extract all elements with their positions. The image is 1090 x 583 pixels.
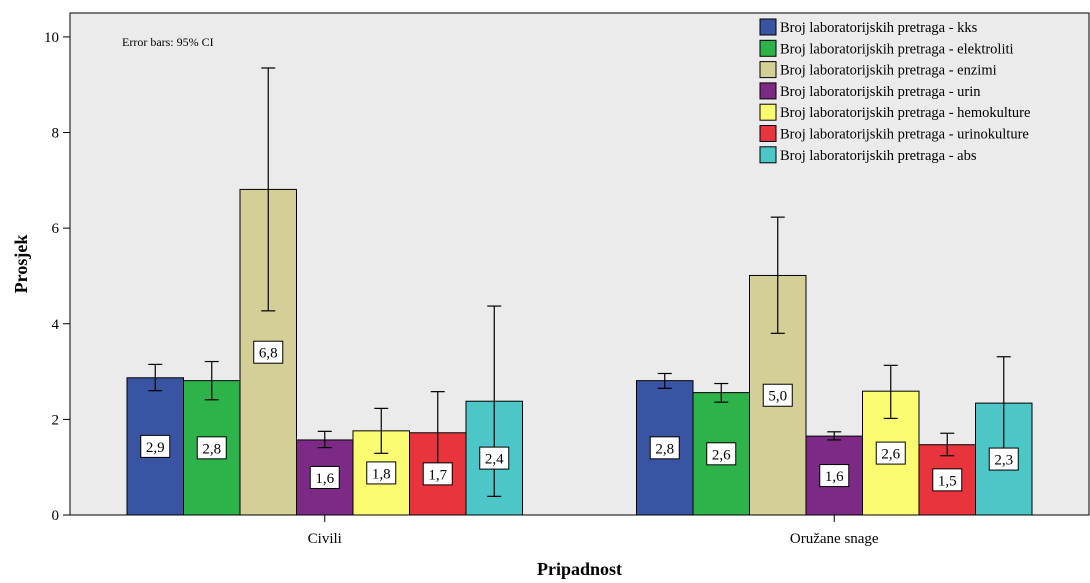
error-bars-group (148, 67, 1011, 497)
legend-swatch (759, 103, 777, 121)
x-tick-label: Oružane snage (790, 531, 879, 547)
data-label: 2,3 (994, 453, 1013, 469)
data-labels-group: 2,9 2,8 6,8 1,6 1,8 1,7 2,4 2,8 2,6 5,0 1,6 2,6 1,5 2… (140, 340, 1019, 492)
data-label-box (140, 434, 171, 458)
legend-label: Broj laboratorijskih pretraga - abs (780, 148, 977, 164)
data-label-box (366, 461, 397, 485)
data-label: 1,6 (315, 471, 334, 487)
data-label-box (309, 465, 340, 489)
data-label-box (932, 468, 963, 492)
data-label: 2,4 (485, 452, 504, 468)
legend-label: Broj laboratorijskih pretraga - urinokul… (780, 127, 1029, 143)
data-label: 1,5 (938, 473, 957, 489)
data-label: 2,6 (712, 447, 731, 463)
y-tick-label: 4 (52, 317, 60, 333)
data-label: 1,6 (825, 469, 844, 485)
data-label: 2,9 (146, 440, 165, 456)
y-axis: 0 2 4 6 8 10 (44, 13, 71, 524)
legend-swatch (759, 82, 777, 100)
legend-label: Broj laboratorijskih pretraga - kks (780, 20, 978, 36)
x-axis-title: Pripadnost (537, 559, 622, 579)
y-tick-label: 0 (52, 508, 60, 524)
x-axis: Civili Oružane snage (70, 514, 1089, 547)
y-tick-label: 8 (52, 126, 60, 142)
data-label-box (988, 447, 1019, 471)
legend-swatch (759, 39, 777, 57)
data-label-box (196, 436, 227, 460)
legend-label: Broj laboratorijskih pretraga - enzimi (780, 63, 997, 79)
legend-label: Broj laboratorijskih pretraga - hemokult… (780, 105, 1030, 121)
legend-label: Broj laboratorijskih pretraga - urin (780, 84, 981, 100)
data-label-box (875, 441, 906, 465)
legend-swatch (759, 18, 777, 36)
data-label: 2,6 (881, 447, 900, 463)
legend: Broj laboratorijskih pretraga - kks Broj … (759, 18, 1030, 164)
legend-swatch (759, 125, 777, 142)
y-tick-label: 2 (52, 412, 60, 428)
data-label-box (706, 442, 737, 466)
data-label: 2,8 (202, 441, 221, 457)
data-label-box (253, 340, 284, 364)
data-label-box (819, 464, 850, 488)
data-label: 2,8 (655, 441, 674, 457)
legend-label: Broj laboratorijskih pretraga - elektrol… (780, 41, 1014, 57)
data-label: 5,0 (768, 389, 787, 405)
legend-swatch (759, 146, 777, 164)
data-label-box (479, 446, 510, 470)
data-label-box (422, 462, 453, 486)
data-label: 1,8 (372, 466, 391, 482)
data-label-box (649, 436, 680, 460)
error-bars-note: Error bars: 95% CI (122, 35, 214, 49)
legend-swatch (759, 61, 777, 79)
data-label: 1,7 (428, 467, 447, 483)
y-tick-label: 6 (52, 221, 60, 237)
x-tick-label: Civili (308, 531, 342, 547)
y-tick-label: 10 (44, 30, 59, 46)
y-axis-title: Prosjek (11, 235, 31, 294)
data-label-box (762, 383, 793, 407)
data-label: 6,8 (259, 346, 278, 362)
